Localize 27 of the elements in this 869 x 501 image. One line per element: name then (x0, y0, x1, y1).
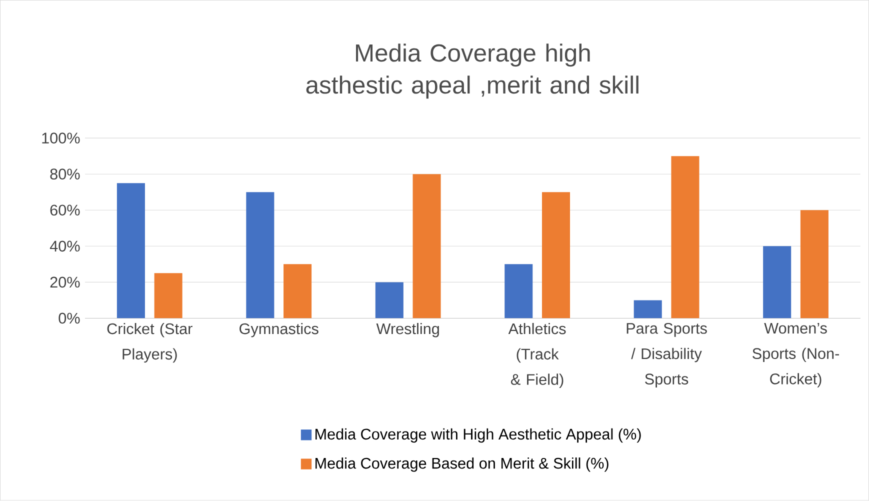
x-tick-label: Gymnastics (240, 323, 318, 338)
legend-label: Media Coverage Based on Merit & Skill (%) (316, 458, 608, 472)
x-tick-label: Para Sports / Disability Sports (626, 323, 707, 388)
y-tick-label: 100% (42, 132, 80, 144)
bar (542, 192, 570, 318)
bar (671, 156, 700, 318)
bar (504, 264, 533, 318)
bar (284, 264, 312, 318)
y-tick-label: 40% (50, 240, 80, 252)
x-tick-label: Women’s Sports (Non-Cricket) (752, 323, 840, 388)
x-tick-label: Cricket (Star Players) (107, 323, 192, 363)
bar (800, 210, 828, 318)
x-tick-label: Wrestling (376, 323, 439, 338)
y-tick-label: 60% (50, 204, 80, 216)
bar (763, 246, 792, 318)
bar (412, 174, 441, 318)
x-tick-label: Athletics (Track & Field) (508, 323, 566, 388)
bar (154, 273, 182, 318)
y-tick-label: 80% (50, 168, 80, 180)
bar (116, 183, 145, 318)
bar (246, 192, 274, 318)
y-tick-label: 20% (50, 276, 80, 288)
chart-title: Media Coverage high asthestic apeal ,merit and skill (306, 44, 638, 99)
bar (634, 300, 662, 318)
y-tick-label: 0% (58, 312, 80, 324)
legend-label: Media Coverage with High Aesthetic Appeal (%) (316, 428, 641, 443)
bar (375, 282, 404, 318)
